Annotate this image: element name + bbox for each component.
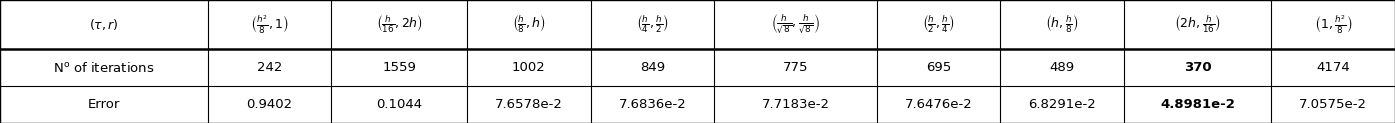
Text: 0.1044: 0.1044 xyxy=(377,98,423,111)
Text: 7.0575e-2: 7.0575e-2 xyxy=(1299,98,1367,111)
Text: 775: 775 xyxy=(783,61,808,74)
Text: $(\tau, r)$: $(\tau, r)$ xyxy=(89,17,119,32)
Text: 242: 242 xyxy=(257,61,282,74)
Text: 4174: 4174 xyxy=(1317,61,1350,74)
Text: 7.6476e-2: 7.6476e-2 xyxy=(905,98,972,111)
Text: $\left(\frac{h}{8}, h\right)$: $\left(\frac{h}{8}, h\right)$ xyxy=(512,14,545,35)
Text: N$^{\mathrm{o}}$ of iterations: N$^{\mathrm{o}}$ of iterations xyxy=(53,61,155,75)
Text: 1559: 1559 xyxy=(382,61,416,74)
Text: 1002: 1002 xyxy=(512,61,545,74)
Text: 7.6578e-2: 7.6578e-2 xyxy=(495,98,562,111)
Text: $\left(2h, \frac{h}{16}\right)$: $\left(2h, \frac{h}{16}\right)$ xyxy=(1175,14,1221,35)
Text: 695: 695 xyxy=(926,61,951,74)
Text: 849: 849 xyxy=(640,61,665,74)
Text: $\left(\frac{h}{2}, \frac{h}{4}\right)$: $\left(\frac{h}{2}, \frac{h}{4}\right)$ xyxy=(922,14,956,35)
Text: $\left(h, \frac{h}{8}\right)$: $\left(h, \frac{h}{8}\right)$ xyxy=(1045,14,1078,35)
Text: $\left(\frac{h}{4}, \frac{h}{2}\right)$: $\left(\frac{h}{4}, \frac{h}{2}\right)$ xyxy=(636,14,668,35)
Text: Error: Error xyxy=(88,98,120,111)
Text: 6.8291e-2: 6.8291e-2 xyxy=(1028,98,1096,111)
Text: $\left(\frac{h^2}{8}, 1\right)$: $\left(\frac{h^2}{8}, 1\right)$ xyxy=(250,14,289,36)
Text: 7.6836e-2: 7.6836e-2 xyxy=(618,98,686,111)
Text: $\left(1, \frac{h^2}{8}\right)$: $\left(1, \frac{h^2}{8}\right)$ xyxy=(1314,14,1353,36)
Text: 0.9402: 0.9402 xyxy=(247,98,293,111)
Text: $\left(\frac{h}{16}, 2h\right)$: $\left(\frac{h}{16}, 2h\right)$ xyxy=(375,14,423,35)
Text: 370: 370 xyxy=(1184,61,1211,74)
Text: 7.7183e-2: 7.7183e-2 xyxy=(762,98,830,111)
Text: $\left(\frac{h}{\sqrt{8}}, \frac{h}{\sqrt{8}}\right)$: $\left(\frac{h}{\sqrt{8}}, \frac{h}{\sqr… xyxy=(771,13,820,36)
Text: 489: 489 xyxy=(1049,61,1074,74)
Text: 4.8981e-2: 4.8981e-2 xyxy=(1161,98,1235,111)
